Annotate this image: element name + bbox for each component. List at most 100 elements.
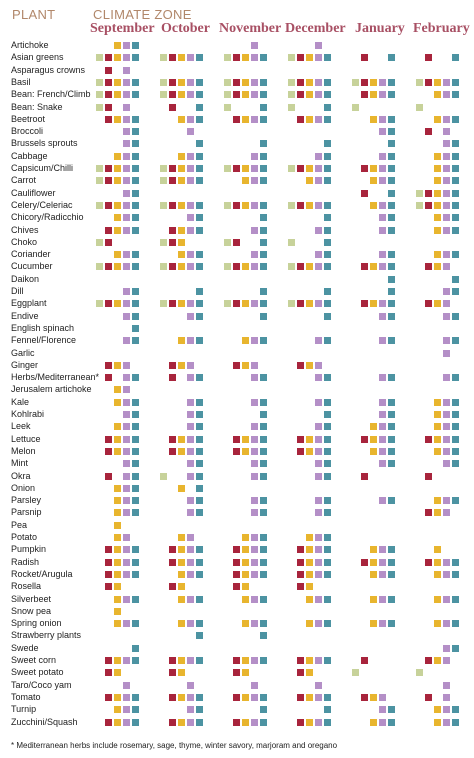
planting-marker-zone-5	[452, 140, 459, 148]
planting-marker-zone-3	[114, 361, 121, 369]
planting-marker-zone-5	[324, 447, 331, 455]
planting-marker-zone-5	[132, 546, 139, 554]
plant-name: English spinach	[11, 322, 75, 333]
planting-marker-zone-1	[224, 54, 231, 62]
planting-marker-zone-5	[324, 718, 331, 726]
planting-marker-zone-4	[123, 423, 130, 431]
planting-marker-zone-3	[242, 361, 249, 369]
planting-marker-zone-2	[361, 189, 368, 197]
planting-marker-zone-2	[105, 177, 112, 185]
planting-marker-zone-4	[379, 214, 386, 222]
planting-marker-zone-4	[379, 570, 386, 578]
planting-marker-zone-4	[123, 386, 130, 394]
planting-marker-zone-5	[260, 570, 267, 578]
planting-marker-zone-4	[251, 472, 258, 480]
month-october: October	[161, 21, 210, 36]
planting-marker-zone-5	[132, 115, 139, 123]
planting-marker-zone-2	[169, 447, 176, 455]
plant-name: Chicory/Radicchio	[11, 212, 84, 223]
planting-marker-zone-2	[169, 693, 176, 701]
plant-name: Fennel/Florence	[11, 335, 77, 346]
plant-name: Herbs/Mediterranean*	[11, 372, 100, 383]
planting-marker-zone-4	[251, 509, 258, 517]
planting-marker-zone-2	[361, 693, 368, 701]
planting-marker-zone-5	[388, 226, 395, 234]
plant-name: Rocket/Arugula	[11, 568, 73, 579]
plant-name: Dill	[11, 286, 24, 296]
planting-marker-zone-1	[288, 91, 295, 99]
planting-marker-zone-4	[251, 620, 258, 628]
planting-marker-zone-2	[361, 300, 368, 308]
plant-name: Silverbeet	[11, 593, 52, 604]
planting-marker-zone-1	[224, 300, 231, 308]
planting-marker-zone-4	[443, 177, 450, 185]
planting-marker-zone-5	[388, 300, 395, 308]
planting-marker-zone-4	[443, 300, 450, 308]
planting-marker-zone-3	[370, 620, 377, 628]
planting-marker-zone-3	[370, 300, 377, 308]
planting-marker-zone-3	[114, 300, 121, 308]
planting-marker-zone-3	[178, 657, 185, 664]
planting-marker-zone-5	[388, 201, 395, 209]
planting-marker-zone-2	[169, 546, 176, 554]
planting-marker-zone-2	[233, 669, 240, 677]
planting-marker-zone-5	[132, 644, 139, 652]
planting-marker-zone-4	[315, 115, 322, 123]
planting-marker-zone-3	[306, 657, 313, 664]
month-december: December	[285, 21, 346, 36]
planting-marker-zone-3	[370, 423, 377, 431]
planting-marker-zone-2	[105, 201, 112, 209]
planting-marker-zone-4	[123, 300, 130, 308]
planting-marker-zone-4	[443, 423, 450, 431]
planting-marker-zone-4	[251, 152, 258, 160]
planting-marker-zone-4	[443, 251, 450, 259]
planting-marker-zone-3	[370, 263, 377, 271]
planting-marker-zone-4	[123, 558, 130, 566]
planting-marker-zone-5	[132, 91, 139, 99]
planting-marker-zone-5	[452, 460, 459, 468]
planting-marker-zone-1	[352, 669, 359, 677]
planting-marker-zone-3	[306, 447, 313, 455]
planting-marker-zone-3	[242, 54, 249, 62]
planting-marker-zone-4	[443, 214, 450, 222]
planting-marker-zone-5	[452, 718, 459, 726]
planting-marker-zone-5	[260, 460, 267, 468]
planting-marker-zone-5	[196, 632, 203, 640]
planting-marker-zone-2	[105, 558, 112, 566]
planting-marker-zone-4	[315, 509, 322, 517]
planting-marker-zone-3	[434, 189, 441, 197]
planting-marker-zone-3	[242, 115, 249, 123]
planting-marker-zone-2	[105, 66, 112, 74]
planting-marker-zone-5	[324, 140, 331, 148]
planting-marker-zone-3	[434, 78, 441, 86]
planting-marker-zone-3	[114, 521, 121, 529]
plant-name: Garlic	[11, 347, 35, 358]
planting-marker-zone-4	[379, 115, 386, 123]
planting-marker-zone-4	[123, 718, 130, 726]
planting-marker-zone-1	[416, 103, 423, 111]
planting-marker-zone-3	[370, 718, 377, 726]
planting-marker-zone-4	[379, 558, 386, 566]
planting-marker-zone-1	[96, 238, 103, 246]
planting-marker-zone-2	[425, 657, 432, 664]
planting-marker-zone-3	[178, 361, 185, 369]
planting-marker-zone-4	[123, 657, 130, 664]
planting-marker-zone-5	[132, 140, 139, 148]
planting-marker-zone-3	[178, 718, 185, 726]
planting-marker-zone-1	[160, 472, 167, 480]
planting-marker-zone-1	[96, 201, 103, 209]
planting-marker-zone-1	[96, 263, 103, 271]
planting-marker-zone-4	[251, 718, 258, 726]
planting-marker-zone-4	[187, 423, 194, 431]
planting-marker-zone-3	[434, 177, 441, 185]
planting-marker-zone-4	[443, 337, 450, 345]
planting-marker-zone-2	[361, 558, 368, 566]
planting-marker-zone-4	[443, 411, 450, 418]
planting-marker-zone-2	[233, 238, 240, 246]
plant-name: Potato	[11, 532, 38, 542]
planting-marker-zone-3	[242, 693, 249, 701]
planting-marker-zone-4	[187, 226, 194, 234]
planting-marker-zone-5	[132, 152, 139, 160]
plant-name: Carrot	[11, 175, 37, 186]
planting-marker-zone-5	[196, 54, 203, 62]
